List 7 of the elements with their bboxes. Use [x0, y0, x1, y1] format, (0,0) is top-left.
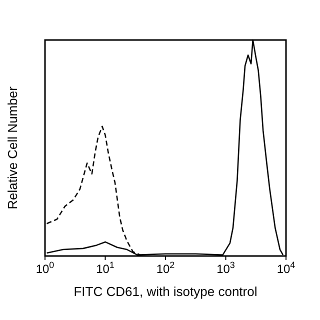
x-axis-title: FITC CD61, with isotype control — [74, 284, 258, 299]
x-tick-label: 10$^{1}$ — [96, 260, 114, 276]
x-tick-label: 10$^{2}$ — [156, 260, 175, 276]
x-tick-label: 10$^{3}$ — [216, 260, 235, 276]
x-tick-label: 10$^{4}$ — [276, 260, 296, 276]
x-tick-label: 10$^{0}$ — [36, 260, 54, 276]
y-axis-title: Relative Cell Number — [5, 86, 20, 210]
